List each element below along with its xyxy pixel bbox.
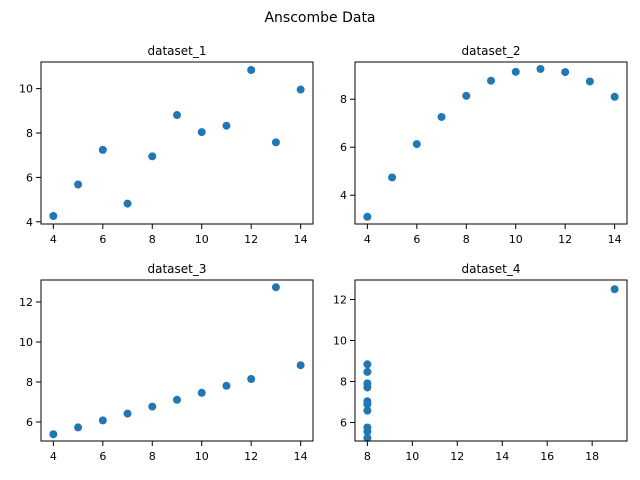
data-point (123, 409, 132, 418)
subplot-title: dataset_4 (461, 262, 520, 276)
axes-frame (354, 61, 628, 225)
y-tick-label: 6 (26, 416, 33, 429)
data-point (536, 64, 545, 73)
x-tick-label: 14 (294, 233, 308, 246)
data-point (296, 361, 305, 370)
x-tick-label: 4 (50, 450, 57, 463)
x-tick-label: 8 (364, 450, 371, 463)
data-point (148, 402, 157, 411)
data-point (197, 128, 206, 137)
data-point (610, 92, 619, 101)
x-tick-label: 12 (558, 233, 572, 246)
x-tick-label: 6 (99, 450, 106, 463)
y-tick-label: 4 (26, 216, 33, 229)
data-point (462, 91, 471, 100)
x-tick-label: 8 (149, 233, 156, 246)
axes-frame (354, 279, 628, 442)
x-tick-label: 10 (405, 450, 419, 463)
data-point (363, 433, 372, 442)
x-tick-label: 12 (450, 450, 464, 463)
x-tick-label: 12 (244, 233, 258, 246)
data-point (222, 381, 231, 390)
subplot-4: dataset_4 8 10 12 14 16 18 6 8 10 12 (333, 262, 628, 463)
data-point (49, 430, 58, 439)
x-tick-label: 6 (99, 233, 106, 246)
x-tick-label: 14 (608, 233, 622, 246)
data-point (173, 395, 181, 404)
data-point (437, 112, 446, 121)
subplot-grid: dataset_1 4 6 8 10 12 14 4 6 8 10 dataset_2 4 6 8 10 12 1… (19, 44, 628, 463)
data-point (363, 427, 372, 436)
y-tick-label: 12 (333, 293, 347, 306)
data-point (98, 145, 107, 154)
data-point (271, 138, 280, 147)
y-tick-label: 12 (19, 296, 33, 309)
data-point (173, 111, 181, 120)
x-tick-label: 12 (244, 450, 258, 463)
axes-frame (40, 279, 314, 442)
data-point (123, 199, 132, 208)
data-point (610, 285, 619, 294)
y-tick-label: 10 (333, 335, 347, 348)
subplot-title: dataset_1 (147, 44, 206, 58)
data-point (271, 283, 280, 292)
x-tick-label: 4 (50, 233, 57, 246)
y-tick-label: 10 (19, 83, 33, 96)
x-tick-label: 10 (509, 233, 523, 246)
x-tick-label: 8 (463, 233, 470, 246)
x-tick-label: 18 (585, 450, 599, 463)
x-tick-label: 14 (294, 450, 308, 463)
subplot-3: dataset_3 4 6 8 10 12 14 6 8 10 12 (19, 262, 314, 463)
y-tick-label: 6 (26, 171, 33, 184)
x-tick-label: 4 (364, 233, 371, 246)
data-point (49, 212, 58, 221)
data-point (98, 416, 107, 425)
y-tick-label: 8 (340, 93, 347, 106)
data-point (363, 360, 372, 369)
data-point (511, 67, 520, 76)
data-point (561, 68, 570, 77)
figure-title: Anscombe Data (264, 10, 375, 26)
axes-frame (40, 61, 314, 225)
data-point (363, 212, 372, 221)
data-point (247, 65, 256, 74)
y-tick-label: 8 (26, 127, 33, 140)
y-tick-label: 8 (340, 376, 347, 389)
data-point (148, 152, 157, 161)
subplot-title: dataset_3 (147, 262, 206, 276)
x-tick-label: 10 (195, 233, 209, 246)
data-point (585, 77, 594, 86)
y-tick-label: 6 (340, 417, 347, 430)
data-point (74, 423, 83, 432)
data-point (247, 375, 256, 383)
data-point (197, 388, 206, 397)
data-point (388, 173, 397, 182)
y-tick-label: 10 (19, 336, 33, 349)
subplot-title: dataset_2 (461, 44, 520, 58)
y-tick-label: 4 (340, 189, 347, 202)
x-tick-label: 8 (149, 450, 156, 463)
subplot-1: dataset_1 4 6 8 10 12 14 4 6 8 10 (19, 44, 314, 246)
data-point (363, 400, 372, 409)
y-tick-label: 8 (26, 376, 33, 389)
data-point (412, 140, 421, 149)
data-point (296, 85, 305, 94)
data-point (74, 180, 83, 189)
data-point (487, 76, 495, 85)
data-point (363, 406, 372, 415)
data-point (222, 121, 231, 130)
x-tick-label: 14 (495, 450, 509, 463)
subplot-2: dataset_2 4 6 8 10 12 14 4 6 8 (340, 44, 628, 246)
data-point (363, 367, 372, 376)
x-tick-label: 6 (413, 233, 420, 246)
x-tick-label: 10 (195, 450, 209, 463)
y-tick-label: 6 (340, 141, 347, 154)
data-point (363, 379, 372, 388)
x-tick-label: 16 (540, 450, 554, 463)
